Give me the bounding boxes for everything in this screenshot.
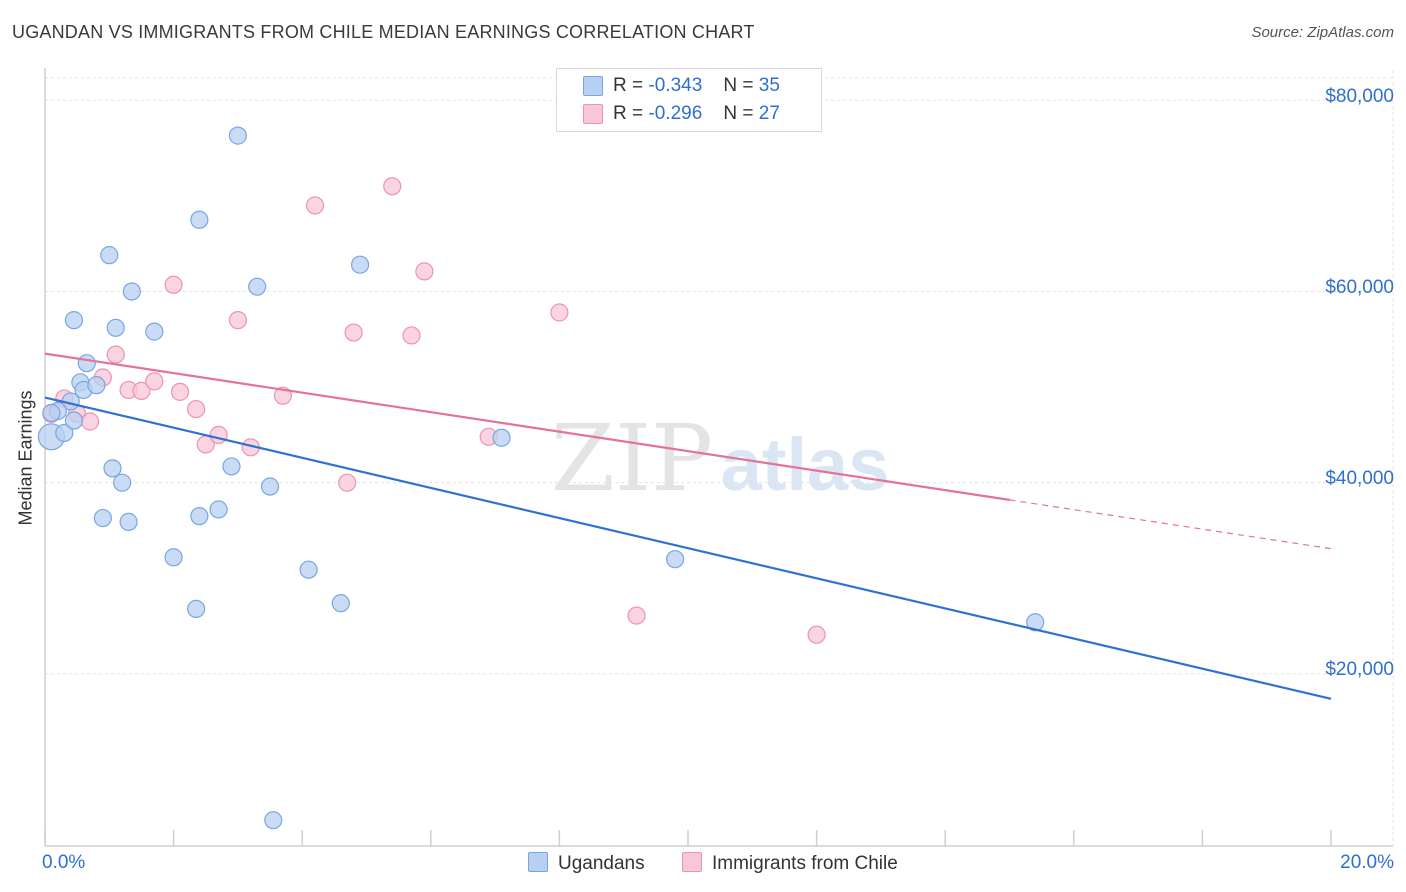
watermark-zip: ZIP bbox=[551, 405, 713, 512]
chile-point-5 bbox=[106, 345, 125, 364]
chile-point-12 bbox=[209, 425, 228, 444]
bottom-swatch-chile bbox=[682, 852, 702, 872]
chile-point-10 bbox=[187, 399, 206, 419]
ugandan-point-27 bbox=[299, 560, 318, 579]
chile-point-26 bbox=[807, 625, 826, 644]
stats-legend: R = -0.343 N = 35 R = -0.296 N = 27 bbox=[556, 68, 822, 132]
ugandan-point-23 bbox=[209, 500, 228, 519]
ugandan-point-17 bbox=[350, 255, 370, 274]
ugandan-point-28 bbox=[187, 599, 206, 618]
y-tick-40000: $40,000 bbox=[1325, 468, 1394, 489]
ugandan-point-34 bbox=[42, 403, 61, 422]
trend-line-0 bbox=[44, 396, 1332, 700]
legend-n-value-ugandans: 35 bbox=[758, 75, 780, 96]
bottom-legend-chile-label: Immigrants from Chile bbox=[712, 853, 898, 874]
axes bbox=[44, 68, 1393, 847]
chile-point-18 bbox=[344, 323, 363, 342]
chile-point-8 bbox=[145, 372, 164, 391]
chile-point-16 bbox=[164, 275, 183, 294]
trend-line-1 bbox=[44, 352, 1010, 501]
chile-point-17 bbox=[305, 196, 325, 215]
x-min-label: 0.0% bbox=[42, 852, 86, 873]
legend-n-label: N = bbox=[723, 75, 754, 96]
ugandan-point-31 bbox=[666, 550, 685, 569]
ugandan-point-18 bbox=[103, 459, 122, 478]
bottom-swatch-ugandans bbox=[528, 852, 548, 872]
ugandan-point-30 bbox=[492, 428, 511, 447]
ugandan-point-10 bbox=[106, 318, 125, 337]
grid bbox=[45, 70, 1394, 846]
ugandan-point-15 bbox=[228, 126, 247, 145]
chile-point-7 bbox=[132, 381, 151, 400]
legend-r-label: R = bbox=[613, 75, 644, 96]
legend-r-value-chile: -0.296 bbox=[648, 103, 703, 124]
source-note: Source: ZipAtlas.com bbox=[1251, 24, 1394, 41]
ugandan-points bbox=[37, 126, 1045, 830]
ugandan-point-20 bbox=[93, 508, 112, 528]
chile-point-9 bbox=[170, 382, 190, 401]
ugandan-point-24 bbox=[222, 457, 241, 476]
bottom-legend-ugandans-label: Ugandans bbox=[558, 853, 645, 874]
ugandan-point-11 bbox=[145, 322, 164, 341]
ugandan-point-6 bbox=[77, 354, 96, 373]
legend-swatch-chile bbox=[583, 104, 603, 124]
y-axis-label: Median Earnings bbox=[15, 390, 36, 526]
bottom-legend-ugandans: Ugandans bbox=[528, 852, 645, 875]
ugandan-point-21 bbox=[119, 512, 138, 531]
ugandan-point-22 bbox=[190, 507, 209, 526]
ugandan-point-33 bbox=[264, 811, 283, 830]
ugandan-point-12 bbox=[100, 246, 119, 265]
legend-r-value-ugandans: -0.343 bbox=[648, 75, 703, 96]
chart-title: UGANDAN VS IMMIGRANTS FROM CHILE MEDIAN … bbox=[12, 22, 755, 42]
ugandan-point-25 bbox=[260, 477, 280, 496]
chile-point-19 bbox=[383, 177, 402, 196]
ugandan-point-26 bbox=[164, 548, 183, 567]
chile-point-13 bbox=[228, 311, 247, 330]
y-tick-20000: $20,000 bbox=[1325, 659, 1394, 680]
ugandan-point-16 bbox=[248, 277, 267, 296]
ugandan-point-14 bbox=[190, 210, 209, 229]
watermark-atlas: atlas bbox=[721, 423, 890, 506]
y-tick-80000: $80,000 bbox=[1325, 86, 1394, 107]
x-max-label: 20.0% bbox=[1340, 852, 1394, 873]
chile-point-22 bbox=[338, 473, 357, 492]
ugandan-point-19 bbox=[113, 473, 132, 492]
ugandan-point-32 bbox=[1026, 613, 1045, 632]
ugandan-point-29 bbox=[331, 594, 350, 613]
legend-swatch-ugandans bbox=[583, 76, 603, 96]
chile-point-24 bbox=[550, 303, 569, 322]
y-tick-60000: $60,000 bbox=[1325, 277, 1394, 298]
legend-n-label: N = bbox=[723, 103, 754, 124]
ugandan-point-9 bbox=[64, 311, 84, 330]
ugandan-point-8 bbox=[87, 376, 106, 395]
chile-point-20 bbox=[402, 326, 421, 345]
bottom-legend-chile: Immigrants from Chile bbox=[682, 852, 898, 875]
trend-line-extension-1 bbox=[1009, 499, 1332, 550]
legend-r-label: R = bbox=[613, 103, 644, 124]
chile-point-25 bbox=[627, 606, 646, 625]
ugandan-point-1 bbox=[55, 423, 74, 443]
ugandan-point-4 bbox=[64, 411, 84, 430]
ugandan-point-13 bbox=[122, 282, 141, 301]
trend-lines bbox=[44, 352, 1332, 700]
chile-point-21 bbox=[415, 262, 434, 281]
legend-n-value-chile: 27 bbox=[758, 103, 780, 124]
chile-point-3 bbox=[80, 412, 100, 431]
